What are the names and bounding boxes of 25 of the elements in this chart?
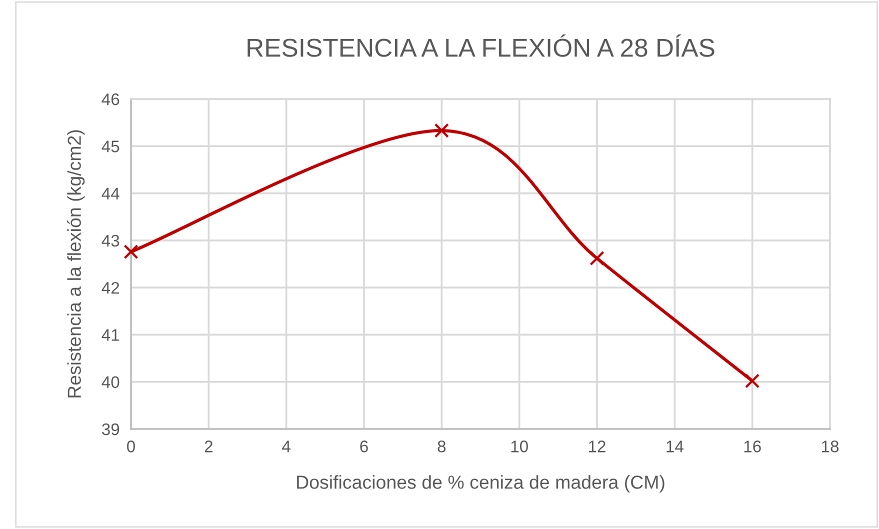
x-tick-label: 14 (666, 440, 684, 452)
x-tick-label: 0 (127, 440, 135, 452)
x-tick-label: 12 (589, 440, 606, 452)
x-tick-label: 10 (511, 440, 528, 452)
y-tick-label: 41 (102, 329, 120, 341)
point (124, 244, 138, 260)
y-tick-label: 39 (102, 423, 120, 436)
y-tick-label: 44 (102, 188, 120, 200)
point (744, 374, 760, 388)
y-tick-label: 46 (102, 93, 120, 106)
x-axis-title: Dosificaciones de % ceniza de madera (CM) (297, 475, 664, 493)
chart-title: RESISTENCIA A LA FLEXIÓN A 28 DÍAS (248, 34, 714, 57)
y-axis-title: Resistencia a la flexión (kg/cm2) (66, 130, 85, 398)
x-tick-label: 4 (282, 440, 290, 452)
x-tick-label: 6 (360, 440, 368, 452)
y-tick-label: 40 (102, 376, 120, 388)
point (590, 250, 604, 266)
x-tick-label: 16 (744, 440, 761, 452)
x-tick-label: 18 (822, 440, 839, 452)
y-tick-label: 43 (102, 234, 120, 247)
y-tick-label: 42 (102, 282, 120, 294)
x-tick-label: 2 (204, 440, 212, 452)
y-tick-label: 45 (102, 140, 120, 152)
point (434, 123, 450, 138)
x-tick-label: 8 (438, 440, 446, 452)
